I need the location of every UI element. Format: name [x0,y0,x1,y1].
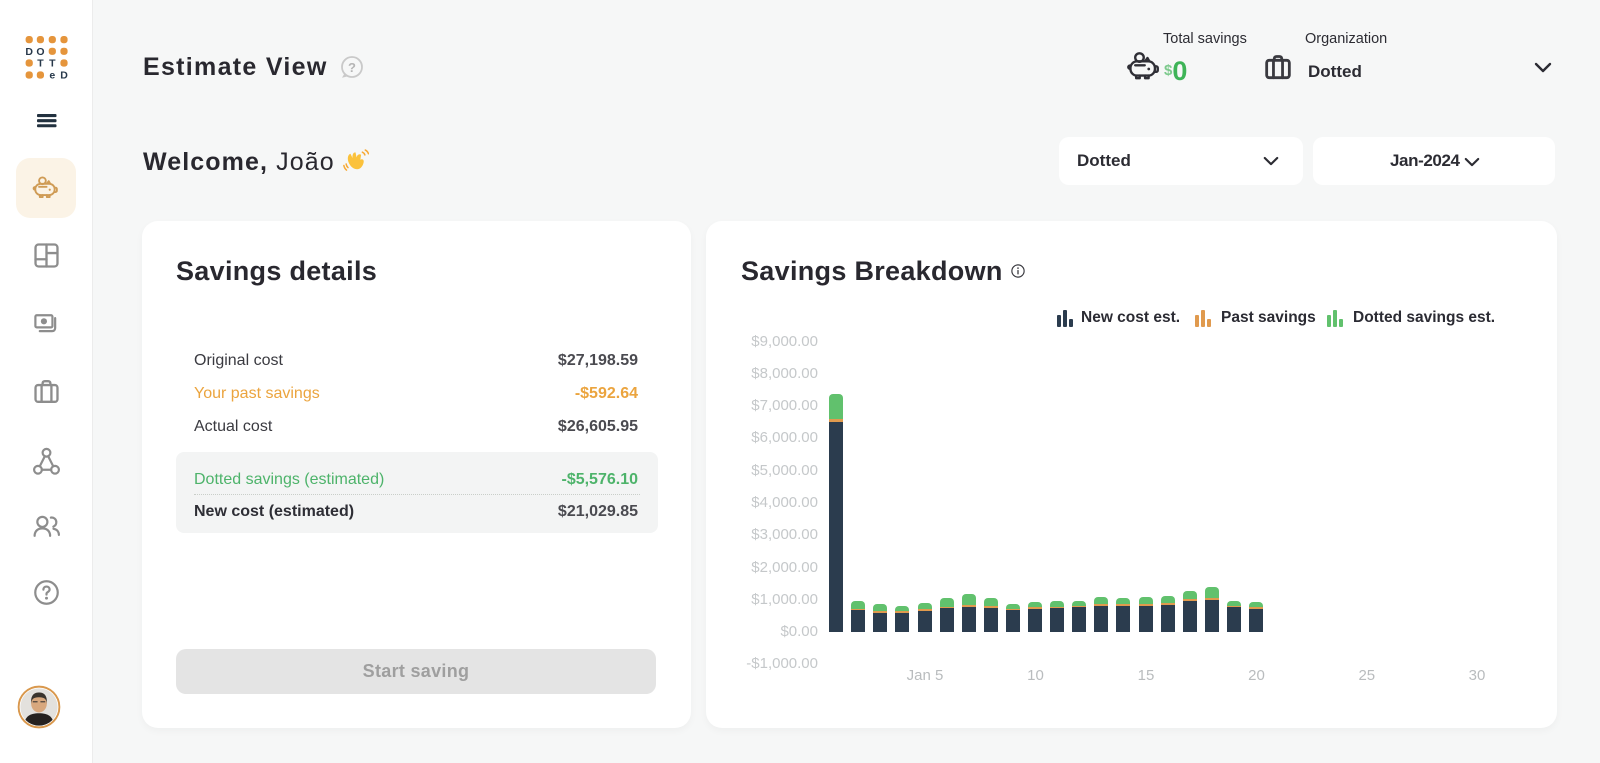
svg-text:T: T [49,58,56,70]
svg-text:?: ? [348,60,356,75]
svg-text:T: T [37,58,44,70]
svg-text:O: O [36,46,44,58]
svg-text:D: D [60,70,68,82]
svg-text:D: D [25,46,33,58]
svg-text:e: e [49,70,55,82]
